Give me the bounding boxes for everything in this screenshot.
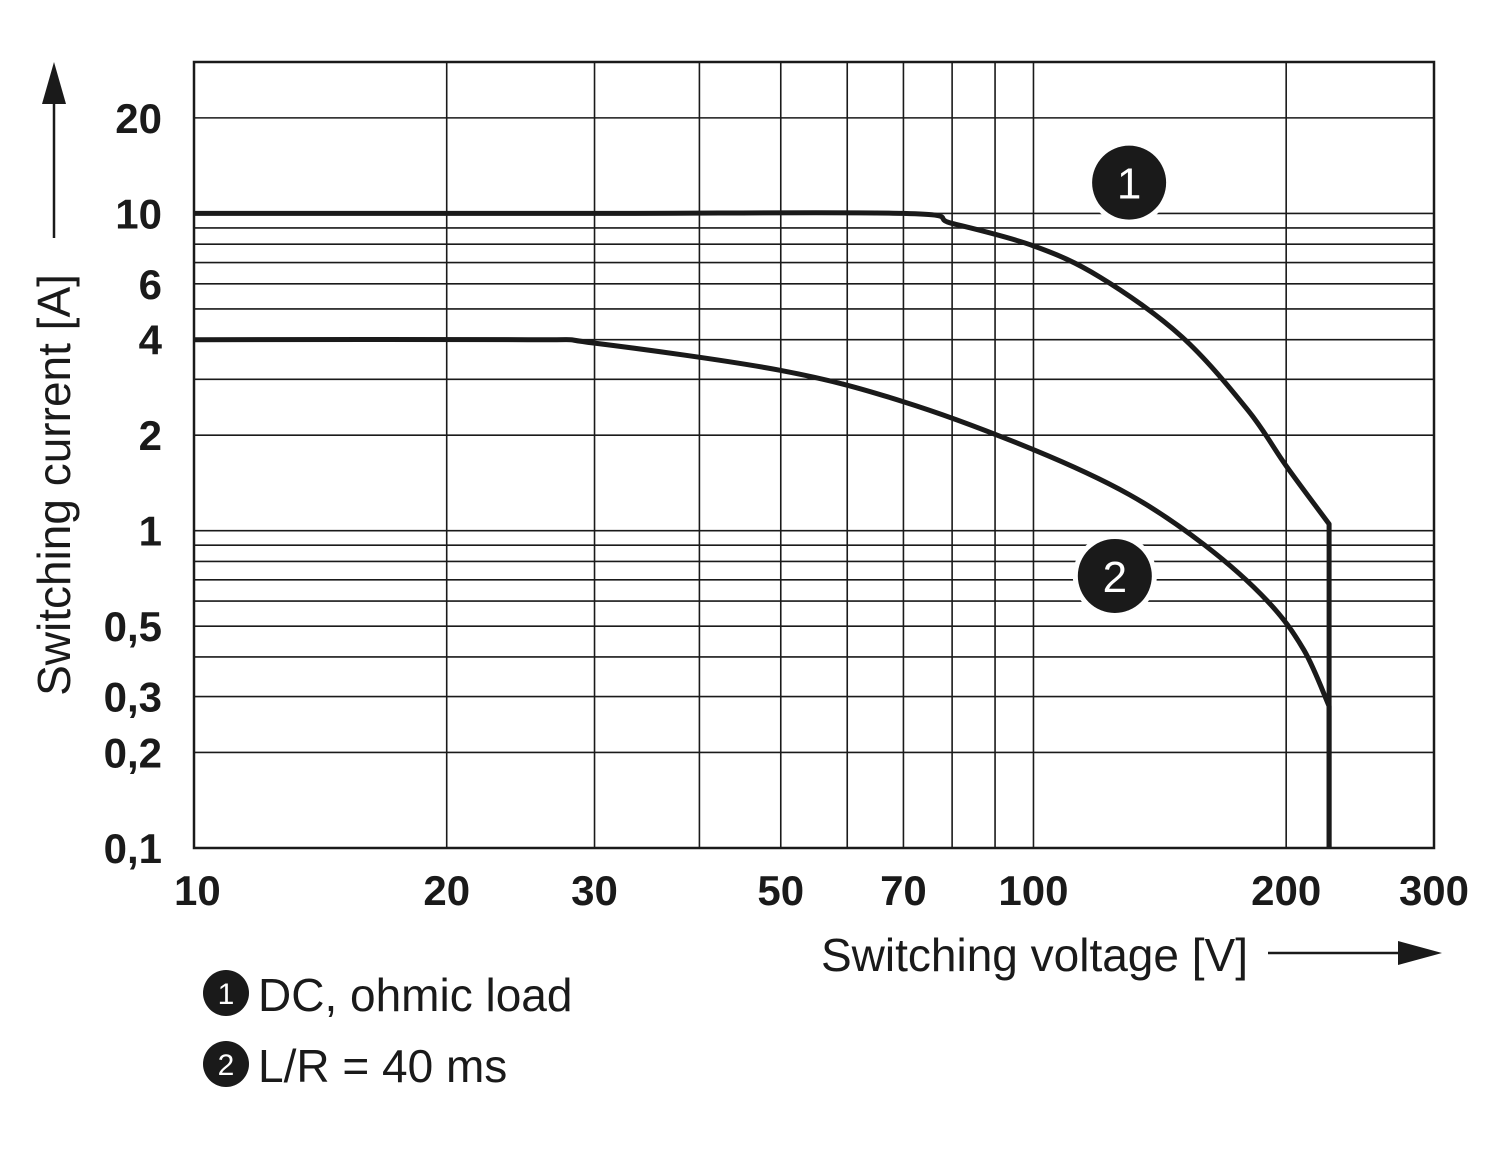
y-tick-label: 0,2 (104, 729, 162, 776)
y-axis-title: Switching current [A] (28, 274, 80, 696)
y-axis-arrow-head (42, 62, 66, 104)
series-marker-2: 2 (1072, 533, 1157, 618)
series-line-2 (193, 336, 1332, 848)
x-tick-label: 20 (423, 867, 470, 914)
grid (193, 62, 1435, 849)
x-axis-title-group: Switching voltage [V] (821, 929, 1442, 981)
series-marker-label: 1 (1117, 160, 1141, 209)
y-tick-label: 10 (115, 190, 162, 237)
series-marker-1: 1 (1087, 140, 1172, 225)
legend-item-2: 2 L/R = 40 ms (203, 1040, 507, 1092)
y-tick-label: 6 (139, 261, 162, 308)
y-tick-labels: 20 10 6 4 2 1 0,5 0,3 0,2 0,1 (104, 95, 163, 872)
series-line-1 (194, 210, 1332, 848)
series-markers: 12 (1072, 140, 1172, 618)
y-axis-title-group: Switching current [A] (28, 62, 80, 696)
series-marker-label: 2 (1103, 553, 1127, 602)
legend-item-2-text: L/R = 40 ms (258, 1040, 507, 1092)
y-tick-label: 0,1 (104, 825, 162, 872)
x-tick-label: 200 (1251, 867, 1321, 914)
plot-frame (192, 60, 1436, 850)
x-tick-labels: 10 20 30 50 70 100 200 300 (174, 867, 1469, 914)
series-group (193, 210, 1332, 848)
x-tick-label: 100 (998, 867, 1068, 914)
x-axis-arrow-head (1398, 941, 1442, 965)
x-axis-title: Switching voltage [V] (821, 929, 1248, 981)
legend-item-1-text: DC, ohmic load (258, 969, 572, 1021)
y-tick-label: 20 (115, 95, 162, 142)
y-tick-label: 4 (139, 317, 163, 364)
x-tick-label: 10 (174, 867, 221, 914)
series-marker-disc (1092, 145, 1167, 220)
legend-marker-1-label: 1 (218, 978, 235, 1011)
legend-marker-1 (203, 970, 249, 1016)
y-tick-label: 1 (139, 508, 162, 555)
legend-marker-2-label: 2 (218, 1049, 235, 1082)
x-tick-label: 70 (880, 867, 927, 914)
x-tick-label: 30 (571, 867, 618, 914)
y-tick-label: 0,3 (104, 674, 162, 721)
x-tick-label: 50 (757, 867, 804, 914)
legend: 1 DC, ohmic load 2 L/R = 40 ms (203, 969, 572, 1092)
series-marker-disc (1077, 538, 1152, 613)
x-tick-label: 300 (1399, 867, 1469, 914)
legend-item-1: 1 DC, ohmic load (203, 969, 572, 1021)
legend-marker-2 (203, 1041, 249, 1087)
y-tick-label: 2 (139, 412, 162, 459)
y-tick-label: 0,5 (104, 603, 162, 650)
